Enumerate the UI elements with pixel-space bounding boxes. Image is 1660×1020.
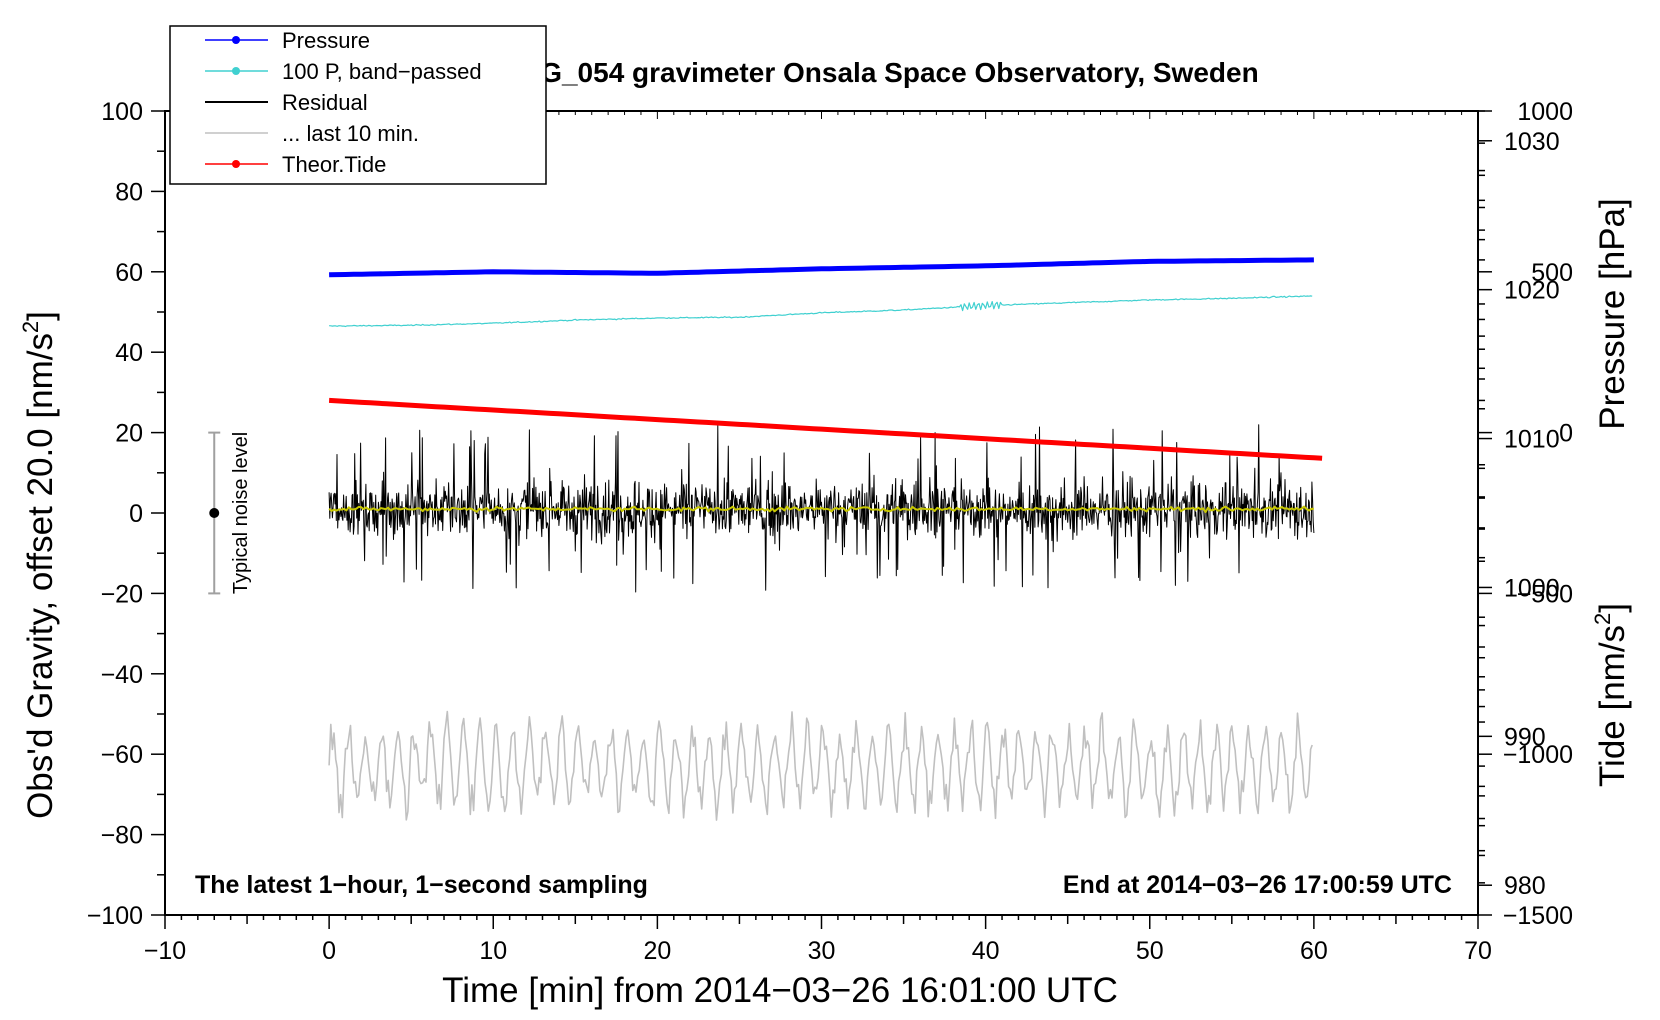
pressure-tick-label: 990 bbox=[1504, 723, 1546, 751]
tide-tick-label: −1500 bbox=[1503, 902, 1573, 930]
x-tick-label: 70 bbox=[1464, 937, 1492, 965]
legend-marker bbox=[232, 36, 240, 44]
y-tick-label: 100 bbox=[101, 98, 143, 126]
noise-level-indicator: Typical noise level bbox=[208, 431, 252, 595]
y-tick-label: −80 bbox=[101, 822, 143, 850]
x-tick-label: 30 bbox=[808, 937, 836, 965]
x-axis-label: Time [min] from 2014−03−26 16:01:00 UTC bbox=[442, 971, 1118, 1010]
x-tick-label: −10 bbox=[144, 937, 186, 965]
legend-marker bbox=[232, 67, 240, 75]
series-pressure bbox=[329, 257, 1314, 278]
y-axis-gravity: −100 −80 −60 −40 −20 0 20 40 60 80 100 bbox=[87, 98, 165, 930]
tide-tick-label: −500 bbox=[1517, 580, 1573, 608]
y-tick-label: −100 bbox=[87, 902, 143, 930]
x-tick-label: 60 bbox=[1300, 937, 1328, 965]
chart-title: SCG_054 gravimeter Onsala Space Observat… bbox=[501, 57, 1258, 88]
y-tick-label: −40 bbox=[101, 661, 143, 689]
y-label-tide-close: ] bbox=[1593, 603, 1632, 613]
pressure-tick-label: 980 bbox=[1504, 872, 1546, 900]
legend-box bbox=[169, 25, 547, 185]
tide-tick-label: −1000 bbox=[1503, 741, 1573, 769]
legend-marker bbox=[232, 160, 240, 168]
y-label-gravity-main: Obs'd Gravity, offset 20.0 [nm/s bbox=[21, 333, 60, 819]
x-tick-label: 50 bbox=[1136, 937, 1164, 965]
y-tick-label: 20 bbox=[115, 420, 143, 448]
y-axis-label-gravity: Obs'd Gravity, offset 20.0 [nm/s2] bbox=[18, 311, 60, 819]
y-label-gravity-sup: 2 bbox=[18, 321, 43, 333]
tide-tick-label: 500 bbox=[1531, 259, 1573, 287]
x-tick-label: 10 bbox=[479, 937, 507, 965]
legend-label: 100 P, band−passed bbox=[282, 59, 482, 84]
x-tick-label: 20 bbox=[643, 937, 671, 965]
y-tick-label: 40 bbox=[115, 339, 143, 367]
legend-label: Theor.Tide bbox=[282, 152, 386, 177]
legend-label: Pressure bbox=[282, 28, 370, 53]
pressure-tick-label: 1030 bbox=[1504, 128, 1560, 156]
y-label-tide-main: Tide [nm/s bbox=[1593, 625, 1632, 787]
pressure-tick-label: 1020 bbox=[1504, 277, 1560, 305]
y-tick-label: 0 bbox=[129, 500, 143, 528]
noise-center-point bbox=[209, 508, 220, 518]
y-label-tide-sup: 2 bbox=[1590, 613, 1615, 625]
legend-label: ... last 10 min. bbox=[282, 121, 419, 146]
y-tick-label: 60 bbox=[115, 259, 143, 287]
y-axis-label-tide: Tide [nm/s2] bbox=[1590, 603, 1632, 787]
series-residual bbox=[328, 424, 1315, 593]
x-axis: −10 0 10 20 30 40 50 60 70 bbox=[144, 111, 1492, 965]
series-100-p-band-passed bbox=[329, 295, 1313, 328]
series-layer bbox=[328, 257, 1323, 821]
y-axis-label-pressure: Pressure [hPa] bbox=[1593, 198, 1632, 430]
series-last-10-min bbox=[328, 710, 1313, 821]
y-axis-pressure: 980 990 1000 1010 1020 1030 bbox=[1478, 110, 1560, 900]
tide-tick-label: 1000 bbox=[1517, 98, 1573, 126]
plot-frame bbox=[164, 110, 1479, 916]
annotation-end-time: End at 2014−03−26 17:00:59 UTC bbox=[1063, 871, 1452, 899]
y-tick-label: −60 bbox=[101, 741, 143, 769]
tide-tick-label: 0 bbox=[1559, 420, 1573, 448]
series-theor-tide bbox=[328, 397, 1323, 461]
series-residual-smoothed bbox=[328, 505, 1314, 514]
annotation-sampling: The latest 1−hour, 1−second sampling bbox=[195, 871, 648, 899]
pressure-tick-label: 1000 bbox=[1504, 574, 1560, 602]
x-tick-label: 40 bbox=[972, 937, 1000, 965]
y-label-gravity-close: ] bbox=[21, 311, 60, 321]
x-tick-label: 0 bbox=[322, 937, 336, 965]
y-axis-tide: −1500 −1000 −500 0 500 1000 bbox=[1478, 98, 1573, 930]
y-tick-label: 80 bbox=[115, 178, 143, 206]
pressure-tick-label: 1010 bbox=[1504, 426, 1560, 454]
legend-label: Residual bbox=[282, 90, 368, 115]
noise-label: Typical noise level bbox=[230, 432, 252, 594]
y-tick-label: −20 bbox=[101, 580, 143, 608]
legend: Pressure 100 P, band−passed Residual ... la… bbox=[169, 25, 547, 185]
